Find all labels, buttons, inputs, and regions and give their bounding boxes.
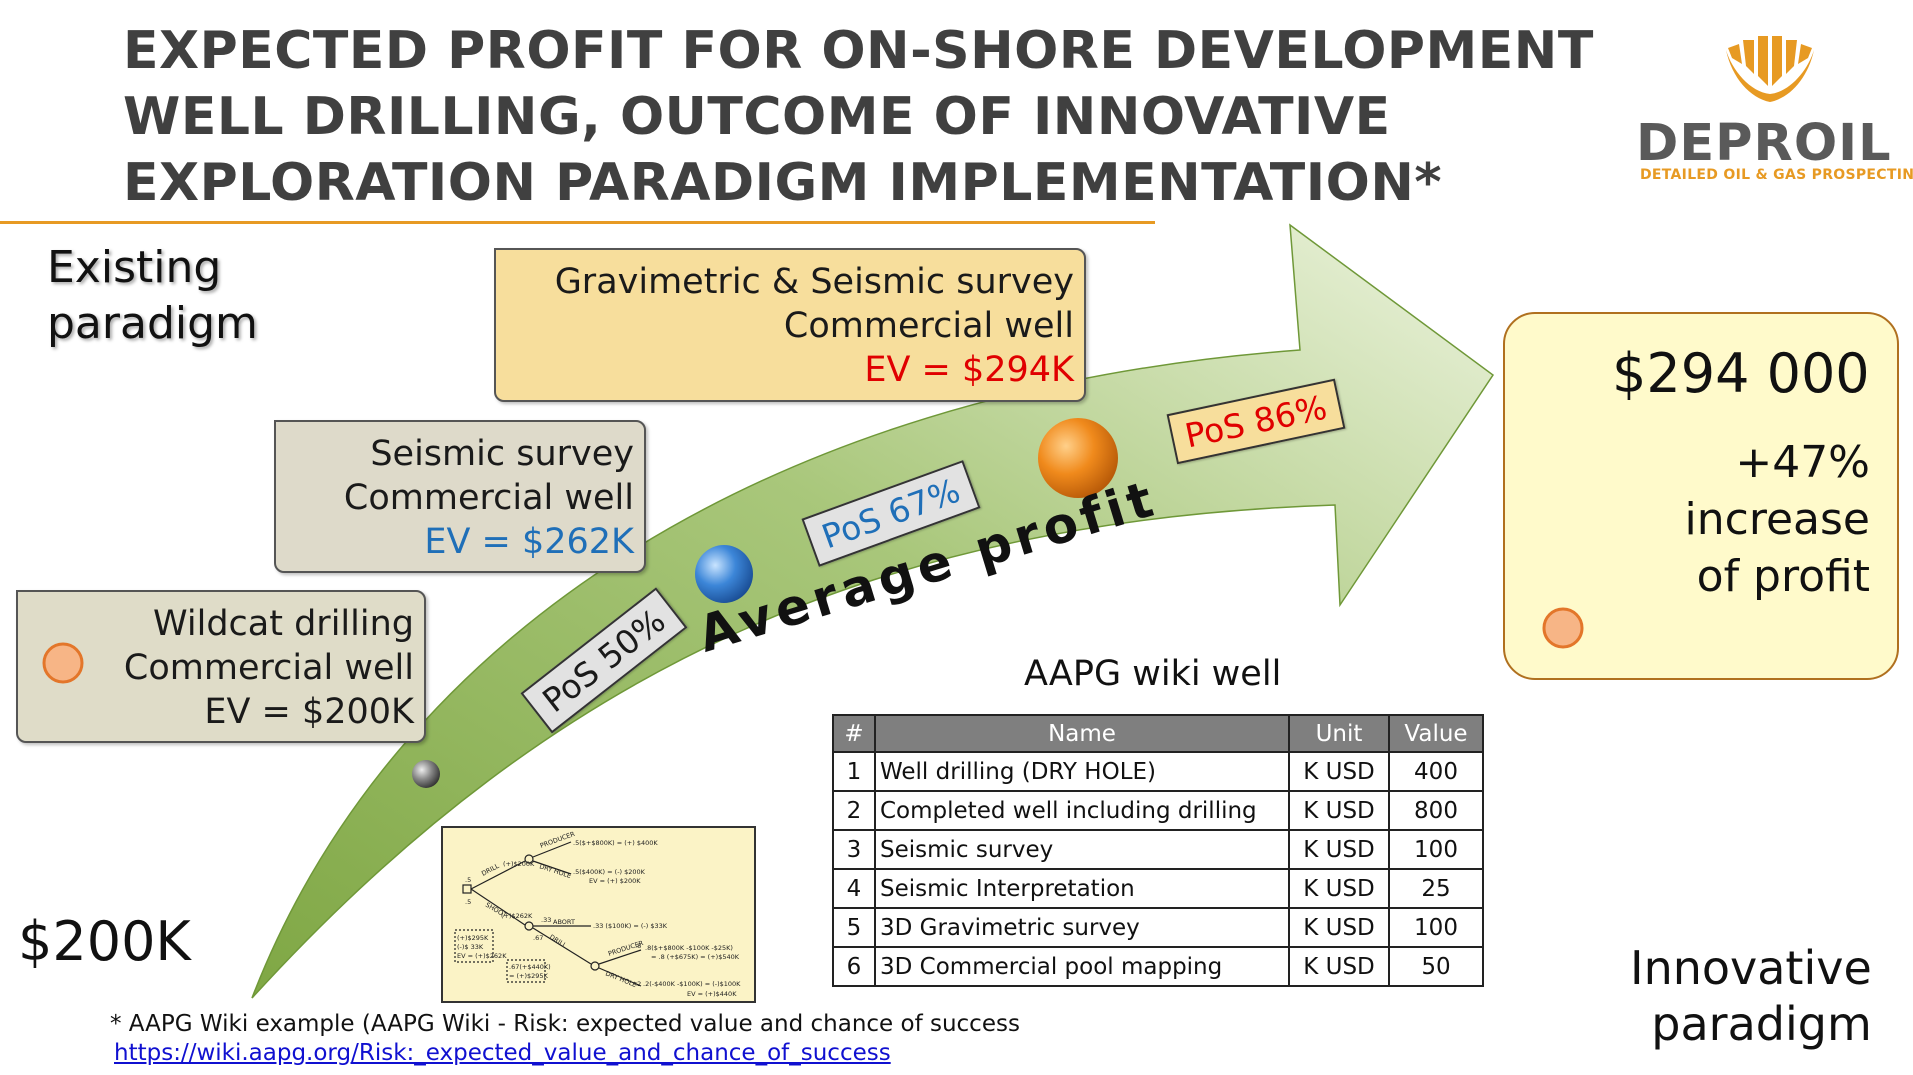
result-amount: $294 000: [1612, 342, 1870, 405]
stage-line: Commercial well: [343, 478, 634, 518]
footnote: * AAPG Wiki example (AAPG Wiki - Risk: e…: [110, 1011, 1020, 1037]
tree-text: = .8 (+$675K) = (+)$540K: [651, 953, 740, 961]
stage-line: Seismic survey: [370, 434, 634, 474]
table-row: 6 3D Commercial pool mapping K USD 50: [832, 946, 1484, 987]
stage-ev: EV = $262K: [424, 522, 634, 562]
tree-text: .5($+$800K) = (+) $400K: [573, 839, 658, 847]
oil-drop-logo-icon: [1726, 36, 1814, 102]
stage-line: Commercial well: [783, 306, 1074, 346]
stage-line: Commercial well: [123, 648, 414, 688]
result-description: +47% increase of profit: [1684, 437, 1870, 602]
tree-text: ABORT: [553, 918, 575, 926]
tree-text: (+)$295K: [457, 934, 489, 942]
tree-text: .33 ($100K) = (-) $33K: [593, 922, 668, 930]
innovative-paradigm-label: Innovative paradigm: [1630, 941, 1872, 1051]
col-header-number: #: [832, 714, 876, 753]
stage-gravimetric-box: Gravimetric & Seismic survey Commercial …: [494, 248, 1086, 402]
table-row: 4 Seismic Interpretation K USD 25: [832, 868, 1484, 909]
tree-text: (+)$200K: [503, 860, 535, 868]
title-line: EXPLORATION PARADIGM IMPLEMENTATION*: [123, 153, 1443, 213]
table-row: 2 Completed well including drilling K US…: [832, 790, 1484, 831]
page-title: EXPECTED PROFIT FOR ON-SHORE DEVELOPMENT…: [123, 18, 1594, 216]
tree-text: .8: [635, 942, 641, 950]
tree-text: .5: [465, 898, 471, 906]
tree-text: DRY HOLE: [604, 969, 637, 989]
table-header-row: # Name Unit Value: [832, 714, 1484, 753]
orange-circle-icon: [42, 642, 84, 684]
orange-circle-icon: [1542, 607, 1584, 649]
title-line: WELL DRILLING, OUTCOME OF INNOVATIVE: [123, 87, 1391, 147]
tree-text: .2: [635, 980, 641, 988]
tree-text: .2(-$400K -$100K) = (-)$100K: [643, 980, 741, 988]
table-row: 5 3D Gravimetric survey K USD 100: [832, 907, 1484, 948]
tree-text: EV = (+)$262K: [457, 952, 507, 960]
stage-marker-grey: [412, 760, 440, 788]
stage-ev: EV = $200K: [204, 692, 414, 732]
stage-seismic-box: Seismic survey Commercial well EV = $262…: [274, 420, 646, 573]
tree-text: .5: [465, 876, 471, 884]
logo-tagline: DETAILED OIL & GAS PROSPECTING: [1640, 167, 1913, 183]
col-header-value: Value: [1388, 714, 1484, 753]
tree-text: EV = (+) $200K: [589, 877, 641, 885]
existing-paradigm-label: Existing paradigm: [47, 242, 258, 349]
decision-tree-diagram: DRILL SHOOT PRODUCER DRY HOLE ABORT DRIL…: [454, 830, 741, 998]
table-title: AAPG wiki well: [1024, 654, 1282, 694]
stage-marker-orange: [1038, 418, 1118, 498]
tree-text: .5($400K) = (-) $200K: [573, 868, 646, 876]
decision-tree-image: [441, 826, 756, 1003]
col-header-name: Name: [874, 714, 1290, 753]
tree-text: (+)$262K: [501, 912, 533, 920]
tree-text: EV = (+)$440K: [687, 990, 737, 998]
start-value: $200K: [18, 910, 191, 973]
tree-text: .8($+$800K -$100K -$25K): [645, 944, 733, 952]
tree-text: .33: [541, 916, 551, 924]
tree-text: DRY HOLE: [538, 862, 572, 880]
title-line: EXPECTED PROFIT FOR ON-SHORE DEVELOPMENT: [123, 21, 1594, 81]
tree-text: = (+)$295K: [509, 972, 549, 980]
stage-ev: EV = $294K: [864, 350, 1074, 390]
stage-line: Gravimetric & Seismic survey: [554, 262, 1074, 302]
tree-text: .67: [533, 934, 543, 942]
table-row: 1 Well drilling (DRY HOLE) K USD 400: [832, 751, 1484, 792]
table-row: 3 Seismic survey K USD 100: [832, 829, 1484, 870]
tree-text: (-)$ 33K: [457, 943, 484, 951]
stage-line: Wildcat drilling: [153, 604, 414, 644]
stage-marker-blue: [695, 545, 753, 603]
col-header-unit: Unit: [1288, 714, 1390, 753]
cost-table: # Name Unit Value 1 Well drilling (DRY H…: [832, 714, 1484, 987]
logo-wordmark: DEPROIL: [1636, 114, 1892, 173]
stage-wildcat-box: Wildcat drilling Commercial well EV = $2…: [16, 590, 426, 743]
title-underline: [0, 221, 1155, 224]
tree-text: .67(+$440K): [509, 963, 551, 971]
source-link[interactable]: https://wiki.aapg.org/Risk:_expected_val…: [114, 1040, 891, 1066]
tree-text: DRILL: [548, 933, 568, 950]
